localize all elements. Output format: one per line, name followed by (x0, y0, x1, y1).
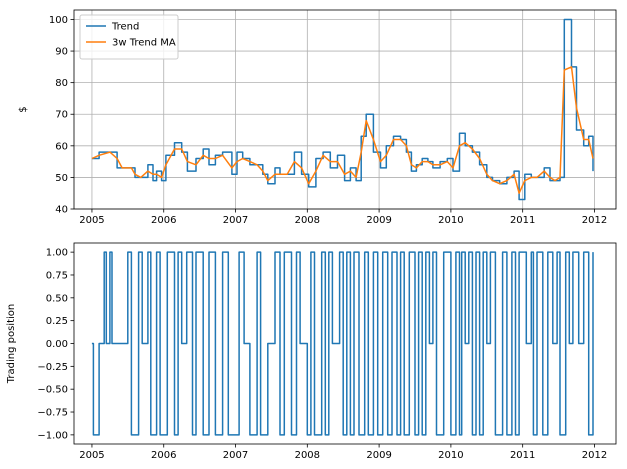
price-panel-legend: Trend 3w Trend MA (79, 14, 179, 60)
price-series-3w-trend-ma-line (91, 66, 594, 194)
position-x-tick-label-2007: 2007 (223, 450, 248, 461)
position-x-tick-label-2005: 2005 (79, 450, 104, 461)
price-y-tick-label-100: 100 (49, 15, 68, 26)
position-panel: 2005 2006 2007 2008 2009 2010 2011 2012 1.00 0.7… (6, 242, 617, 461)
position-y-tick-label-0-5: 0.50 (46, 293, 68, 304)
price-panel: 2005 2006 2007 2008 2009 2010 2011 2012 40 50 60 7… (18, 9, 617, 226)
position-x-tick-label-2010: 2010 (438, 450, 463, 461)
price-x-tick-label-2010: 2010 (438, 215, 463, 226)
position-panel-series (91, 251, 594, 436)
price-y-tick-label-70: 70 (55, 110, 68, 121)
position-series-series-0-line (91, 251, 594, 436)
price-panel-frame (73, 9, 617, 210)
position-y-tick-label-1: −1.00 (37, 430, 68, 441)
position-y-tick-label-0: 0.00 (46, 339, 68, 350)
position-y-tick-label-1: 1.00 (46, 248, 68, 259)
price-legend-label-trend: Trend (111, 22, 139, 33)
price-panel-series (91, 18, 594, 201)
position-y-tick-label-0-75: 0.75 (46, 270, 68, 281)
price-x-tick-label-2008: 2008 (295, 215, 320, 226)
position-x-tick-label-2011: 2011 (510, 450, 535, 461)
price-panel-y-ticks: 40 50 60 70 80 90 100 (49, 15, 74, 216)
price-y-tick-label-90: 90 (55, 47, 68, 58)
price-x-tick-label-2009: 2009 (366, 215, 391, 226)
price-x-tick-label-2005: 2005 (79, 215, 104, 226)
price-panel-y-label: $ (18, 106, 29, 112)
position-y-tick-label-0-25: −0.25 (37, 362, 68, 373)
price-panel-x-ticks: 2005 2006 2007 2008 2009 2010 2011 2012 (79, 209, 607, 226)
price-y-tick-label-60: 60 (55, 141, 68, 152)
position-x-tick-label-2009: 2009 (366, 450, 391, 461)
position-x-tick-label-2006: 2006 (151, 450, 176, 461)
position-y-tick-label-0-75: −0.75 (37, 408, 68, 419)
price-legend-label-3w-trend-ma: 3w Trend MA (112, 38, 176, 49)
price-series-trend-line (91, 18, 594, 201)
price-y-tick-label-80: 80 (55, 78, 68, 89)
price-x-tick-label-2011: 2011 (510, 215, 535, 226)
price-x-tick-label-2006: 2006 (151, 215, 176, 226)
price-x-tick-label-2007: 2007 (223, 215, 248, 226)
price-y-tick-label-50: 50 (55, 173, 68, 184)
position-y-tick-label-0-5: −0.50 (37, 385, 68, 396)
position-x-tick-label-2012: 2012 (582, 450, 607, 461)
price-x-tick-label-2012: 2012 (582, 215, 607, 226)
price-y-tick-label-40: 40 (55, 205, 68, 216)
position-panel-y-label: Trading position (6, 304, 17, 384)
position-panel-x-ticks: 2005 2006 2007 2008 2009 2010 2011 2012 (79, 444, 607, 461)
position-x-tick-label-2008: 2008 (295, 450, 320, 461)
position-panel-y-ticks: 1.00 0.75 0.50 0.25 0.00 −0.25 −0.50 −0.75 −1.00 (37, 248, 74, 441)
position-y-tick-label-0-25: 0.25 (46, 316, 68, 327)
